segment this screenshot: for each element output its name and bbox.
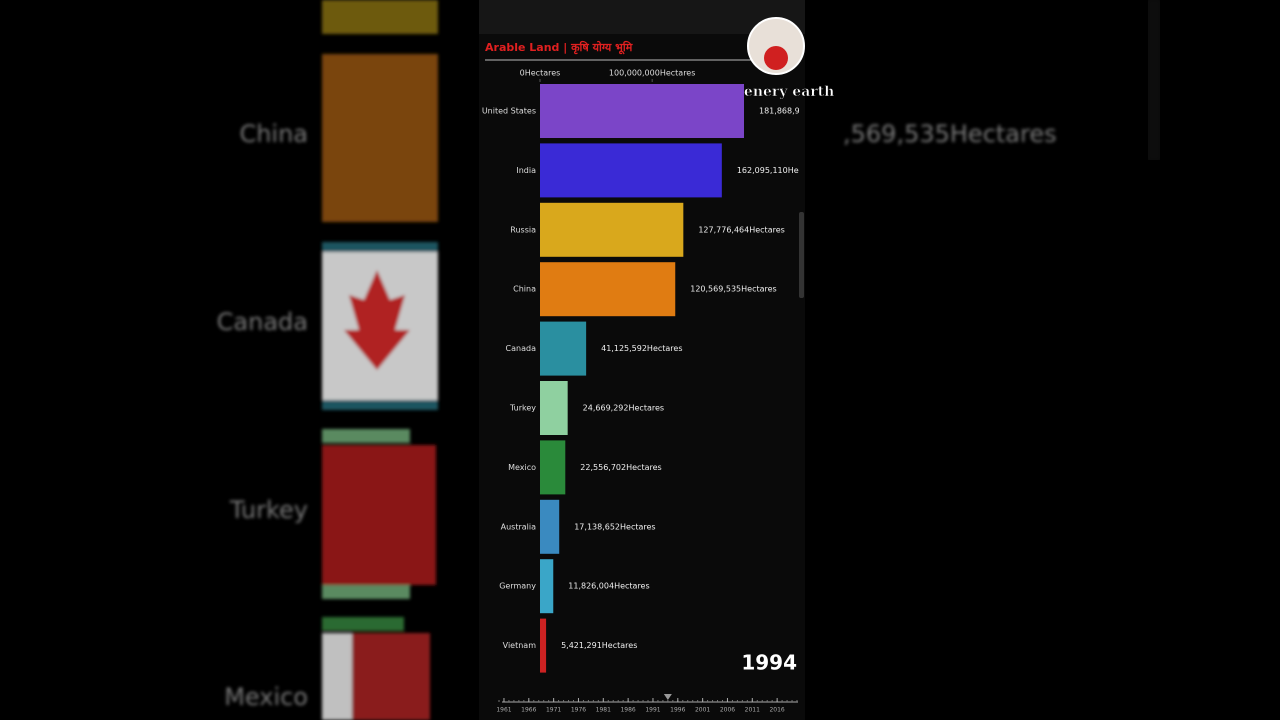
- category-label: Turkey: [509, 404, 536, 413]
- timeline-tick-label: 1981: [596, 707, 611, 714]
- category-label: United States: [482, 107, 536, 116]
- timeline-tick-label: 1966: [521, 707, 536, 714]
- timeline-tick-label: 1961: [496, 707, 511, 714]
- value-label: 17,138,652Hectares: [574, 522, 655, 531]
- category-label: Vietnam: [503, 641, 537, 650]
- value-label: 162,095,110Hectares: [737, 166, 823, 175]
- bar: [540, 559, 554, 614]
- panel-header: [479, 0, 805, 34]
- timeline-tick-label: 1986: [620, 707, 635, 714]
- scrollbar: [799, 212, 804, 298]
- timeline-tick-label: 1976: [571, 707, 586, 714]
- backdrop-label: Turkey: [229, 496, 308, 524]
- value-label: 127,776,464Hectares: [698, 225, 784, 234]
- plot: 0Hectares 100,000,000Hectares 181,868,980H…: [520, 69, 845, 673]
- value-label: 22,556,702Hectares: [580, 463, 661, 472]
- timeline-tick-label: 2001: [695, 707, 710, 714]
- timeline-tick-label: 1971: [546, 707, 561, 714]
- category-label: China: [513, 285, 536, 294]
- value-label: 41,125,592Hectares: [601, 344, 682, 353]
- blurred-backdrop: [322, 0, 1160, 720]
- value-label: 120,569,535Hectares: [690, 285, 776, 294]
- timeline-tick-label: 1996: [670, 707, 685, 714]
- bar: [540, 381, 568, 435]
- timeline-tick-label: 2006: [720, 707, 735, 714]
- value-label: 5,421,291Hectares: [561, 641, 637, 650]
- value-label: 11,826,004Hectares: [568, 582, 649, 591]
- bar: [540, 499, 560, 554]
- bar: [540, 321, 587, 376]
- channel-name: Greenery earth: [716, 84, 835, 100]
- bar: [540, 143, 722, 198]
- bar: [540, 440, 566, 495]
- value-label: 181,868,980Hectares: [759, 107, 845, 116]
- value-label: 24,669,292Hectares: [583, 404, 664, 413]
- backdrop-label: Canada: [217, 308, 308, 336]
- bar: [540, 618, 547, 673]
- category-label: Australia: [501, 522, 536, 531]
- category-label: Germany: [499, 582, 536, 591]
- timeline-tick-label: 2011: [745, 707, 760, 714]
- bar: [540, 262, 676, 317]
- backdrop-label: China: [239, 120, 308, 148]
- x-tick-label: 100,000,000Hectares: [609, 69, 695, 78]
- bar: [540, 202, 684, 257]
- x-tick-label: 0Hectares: [520, 69, 561, 78]
- timeline-tick-label: 2016: [769, 707, 784, 714]
- category-label: Canada: [506, 344, 537, 353]
- bar: [540, 84, 745, 138]
- backdrop-label: Mexico: [224, 683, 308, 711]
- category-label: India: [516, 166, 536, 175]
- backdrop-label: ,569,535Hectares: [843, 120, 1057, 148]
- channel-logo: [764, 46, 788, 70]
- year-label: 1994: [741, 651, 797, 675]
- timeline-tick-label: 1991: [645, 707, 660, 714]
- chart-title: Arable Land | कृषि योग्य भूमि: [485, 40, 633, 55]
- category-label: Mexico: [508, 463, 536, 472]
- category-label: Russia: [510, 225, 536, 234]
- timeline-marker: [663, 694, 672, 700]
